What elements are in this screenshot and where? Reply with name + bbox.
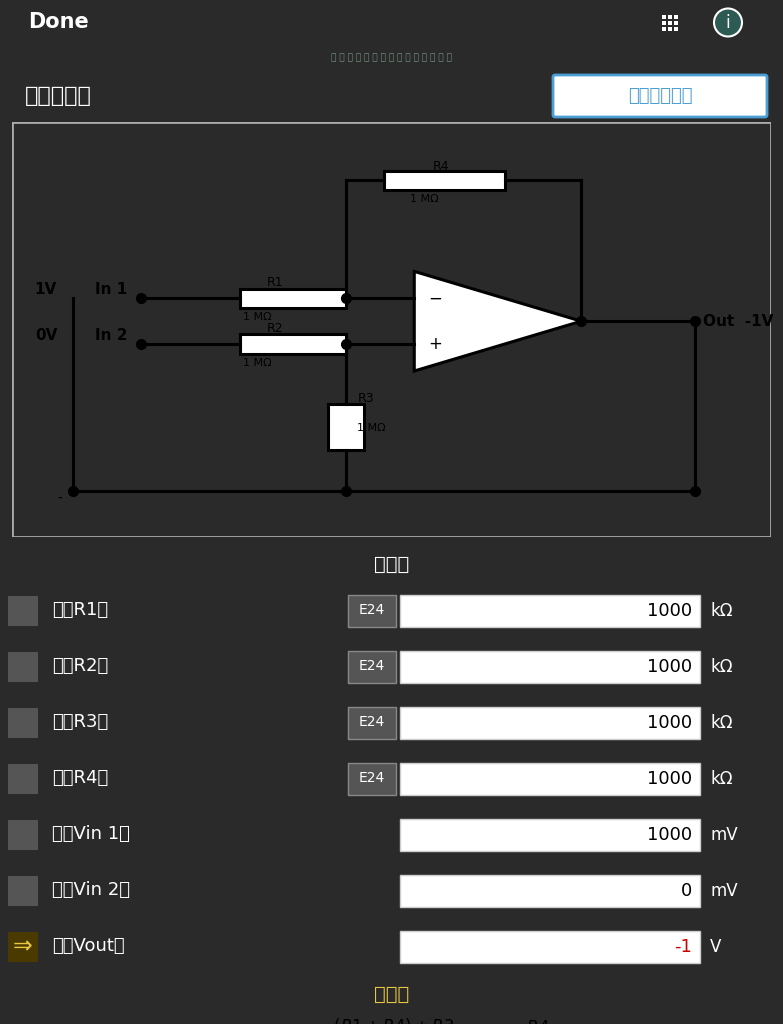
Text: 数式：: 数式： (373, 984, 410, 1004)
Text: 1 MΩ: 1 MΩ (244, 357, 272, 368)
Text: mV: mV (710, 825, 738, 844)
Bar (662, 14, 666, 18)
Bar (668, 27, 672, 31)
Text: 1V: 1V (34, 283, 57, 297)
Bar (400, 763, 700, 795)
Bar (668, 20, 672, 25)
Text: 1000: 1000 (647, 714, 692, 731)
Bar (400, 707, 700, 738)
Text: 電圧Vin 1：: 電圧Vin 1： (52, 825, 130, 844)
Bar (8, 764, 38, 794)
Text: mV: mV (710, 882, 738, 899)
Bar (400, 595, 700, 627)
Bar (674, 20, 678, 25)
Bar (400, 818, 700, 851)
Text: 計算：: 計算： (373, 555, 410, 573)
Bar (400, 874, 700, 906)
Text: 1 MΩ: 1 MΩ (410, 194, 439, 204)
Text: -: - (57, 492, 63, 506)
Text: ⇒: ⇒ (13, 935, 33, 958)
Text: In 1: In 1 (96, 283, 128, 297)
Bar (668, 14, 672, 18)
Text: V: V (710, 938, 721, 955)
Bar (8, 651, 38, 682)
Text: 抵抗R3：: 抵抗R3： (52, 714, 108, 731)
Text: 1 MΩ: 1 MΩ (357, 423, 386, 433)
Bar (240, 335, 346, 353)
Bar (8, 819, 38, 850)
Text: E24: E24 (359, 716, 385, 729)
Bar (384, 171, 505, 189)
Text: −: − (428, 290, 442, 307)
Bar (348, 707, 396, 738)
Bar (400, 931, 700, 963)
Text: R4: R4 (433, 160, 450, 173)
Text: 差動増幅回路: 差動増幅回路 (628, 87, 692, 105)
Text: 0V: 0V (34, 328, 57, 343)
Bar (348, 763, 396, 795)
Text: 1000: 1000 (647, 657, 692, 676)
Text: kΩ: kΩ (710, 714, 733, 731)
Text: $V_{out} = V_{in2} \ast \dfrac{(R1+R4)\ast R3}{(R3+R2)\ast R1} - V_{in1} \ast \d: $V_{out} = V_{in2} \ast \dfrac{(R1+R4)\a… (232, 1017, 551, 1024)
Bar (400, 650, 700, 683)
Text: 1 MΩ: 1 MΩ (244, 312, 272, 322)
Polygon shape (414, 271, 581, 371)
Bar (328, 404, 364, 450)
Bar (348, 595, 396, 627)
Bar (348, 650, 396, 683)
Bar (662, 20, 666, 25)
Text: +: + (428, 335, 442, 353)
Text: 1000: 1000 (647, 769, 692, 787)
Text: 1000: 1000 (647, 825, 692, 844)
FancyBboxPatch shape (553, 75, 767, 117)
Text: 回路タイプ: 回路タイプ (25, 86, 92, 106)
Bar (8, 596, 38, 626)
Bar (12, 122, 771, 537)
Bar (674, 14, 678, 18)
Text: Out  -1V: Out -1V (702, 313, 773, 329)
Bar (8, 932, 38, 962)
Bar (8, 708, 38, 737)
Text: E24: E24 (359, 659, 385, 674)
Bar (662, 27, 666, 31)
Text: 電圧Vout：: 電圧Vout： (52, 938, 124, 955)
Text: R2: R2 (266, 322, 283, 335)
Text: kΩ: kΩ (710, 601, 733, 620)
Text: E24: E24 (359, 603, 385, 617)
Text: 0: 0 (680, 882, 692, 899)
Text: Done: Done (28, 12, 88, 33)
Text: 電圧Vin 2：: 電圧Vin 2： (52, 882, 130, 899)
Text: 抵抗R2：: 抵抗R2： (52, 657, 108, 676)
Text: i: i (726, 13, 731, 32)
Bar (240, 289, 346, 308)
Text: R1: R1 (266, 275, 283, 289)
Text: E24: E24 (359, 771, 385, 785)
Text: R3: R3 (357, 392, 374, 406)
Bar (8, 876, 38, 905)
Bar (674, 27, 678, 31)
Text: 抵抗R4：: 抵抗R4： (52, 769, 108, 787)
Text: In 2: In 2 (96, 328, 128, 343)
Text: kΩ: kΩ (710, 769, 733, 787)
Text: kΩ: kΩ (710, 657, 733, 676)
Text: 抵抗R1：: 抵抗R1： (52, 601, 108, 620)
Text: ・ ・ ・ 測 定 器 用 差 動 増 幅 回 路 設 計: ・ ・ ・ 測 定 器 用 差 動 増 幅 回 路 設 計 (331, 53, 452, 62)
Text: 1000: 1000 (647, 601, 692, 620)
Text: -1: -1 (674, 938, 692, 955)
